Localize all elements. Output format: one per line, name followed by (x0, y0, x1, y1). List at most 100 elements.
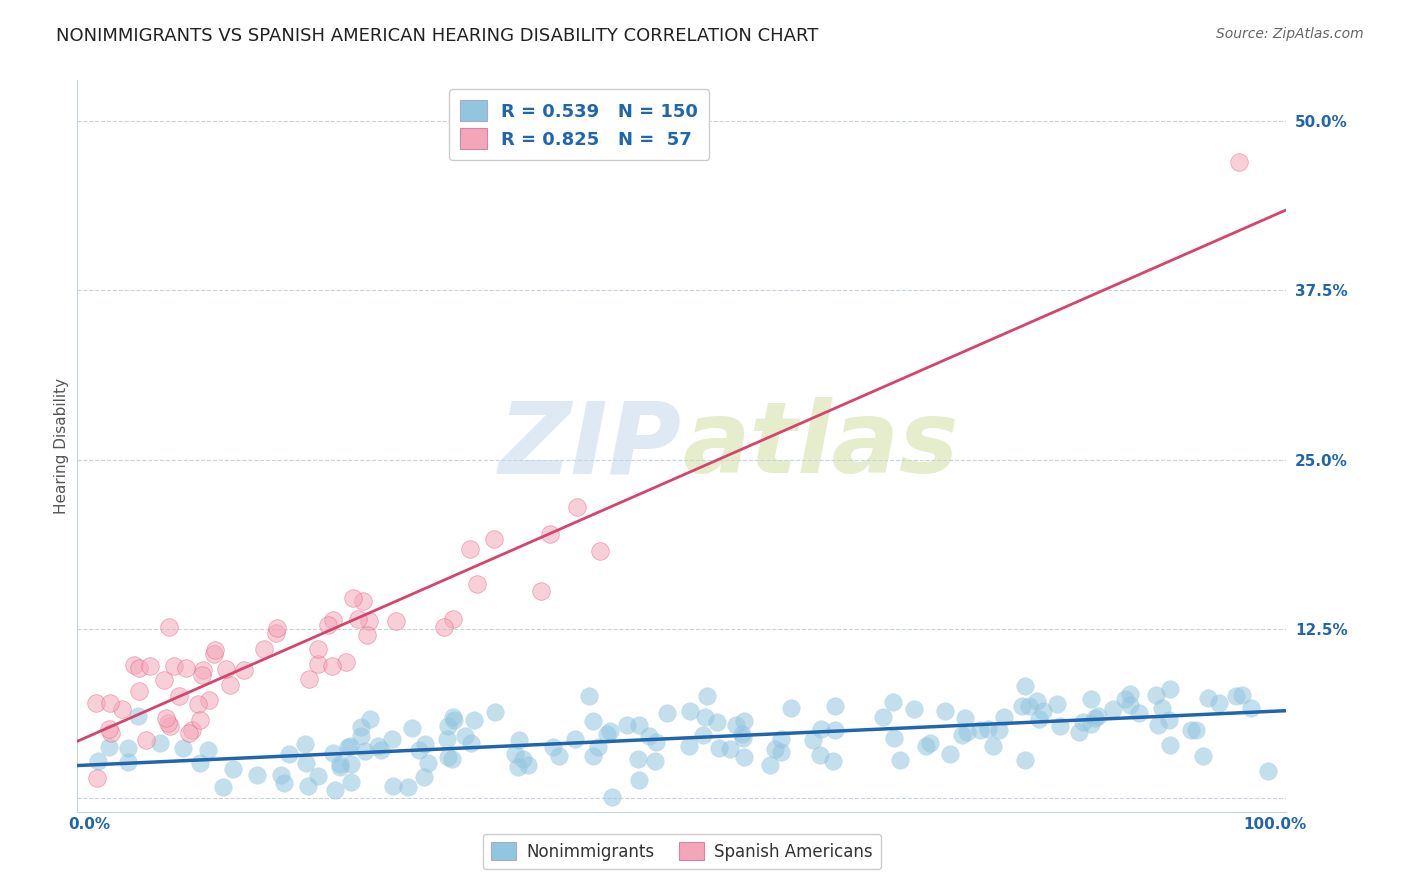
Point (188, 713, 211, 727)
Point (889, 753, 911, 767)
Point (122, 657, 145, 672)
Point (329, 760, 352, 774)
Point (322, 614, 344, 628)
Point (1197, 691, 1219, 706)
Point (157, 620, 180, 634)
Point (637, 730, 659, 744)
Point (413, 737, 436, 751)
Point (441, 752, 464, 766)
Point (759, 757, 782, 772)
Point (1071, 714, 1094, 729)
Point (197, 743, 219, 757)
Point (396, 780, 419, 794)
Point (602, 789, 624, 804)
Point (1144, 688, 1167, 702)
Point (135, 732, 157, 747)
Point (157, 716, 180, 731)
Point (1087, 708, 1109, 723)
Point (352, 594, 374, 608)
Text: NONIMMIGRANTS VS SPANISH AMERICAN HEARING DISABILITY CORRELATION CHART: NONIMMIGRANTS VS SPANISH AMERICAN HEARIN… (56, 27, 818, 45)
Point (307, 769, 329, 783)
Point (335, 655, 357, 669)
Point (246, 768, 269, 782)
Point (578, 690, 600, 704)
Point (329, 757, 352, 772)
Point (1014, 753, 1036, 767)
Point (801, 732, 824, 747)
Point (1118, 698, 1140, 712)
Point (204, 643, 226, 657)
Point (294, 737, 316, 751)
Text: atlas: atlas (682, 398, 959, 494)
Y-axis label: Hearing Disability: Hearing Disability (53, 378, 69, 514)
Point (706, 714, 728, 729)
Point (882, 695, 904, 709)
Point (384, 614, 406, 628)
Point (508, 733, 530, 747)
Point (367, 739, 389, 754)
Point (503, 747, 526, 761)
Point (707, 740, 730, 755)
Point (599, 724, 621, 739)
Point (1184, 723, 1206, 738)
Point (117, 740, 139, 755)
Point (342, 591, 364, 606)
Point (356, 628, 378, 642)
Point (824, 723, 846, 737)
Point (541, 739, 564, 754)
Point (564, 732, 586, 747)
Point (1067, 725, 1090, 739)
Point (1128, 706, 1150, 720)
Point (506, 760, 529, 774)
Point (718, 741, 741, 756)
Point (191, 664, 214, 678)
Text: Source: ZipAtlas.com: Source: ZipAtlas.com (1216, 27, 1364, 41)
Point (408, 743, 430, 757)
Legend: Nonimmigrants, Spanish Americans: Nonimmigrants, Spanish Americans (482, 834, 882, 869)
Point (724, 717, 747, 731)
Point (152, 673, 174, 687)
Point (266, 621, 288, 635)
Point (349, 729, 371, 743)
Point (780, 701, 803, 715)
Point (1225, 689, 1247, 703)
Point (437, 749, 460, 764)
Point (307, 641, 329, 656)
Point (903, 702, 925, 716)
Point (1018, 698, 1040, 713)
Point (657, 706, 679, 721)
Point (465, 577, 488, 591)
Point (872, 710, 894, 724)
Point (270, 768, 292, 782)
Point (149, 736, 172, 750)
Point (339, 739, 361, 753)
Point (810, 722, 832, 736)
Point (530, 583, 553, 598)
Point (188, 756, 211, 770)
Point (482, 532, 505, 546)
Point (1011, 698, 1033, 713)
Point (950, 727, 973, 741)
Point (179, 726, 201, 740)
Point (1114, 692, 1136, 706)
Point (993, 710, 1015, 724)
Point (588, 544, 610, 558)
Point (731, 731, 754, 746)
Point (98, 740, 121, 755)
Point (441, 710, 464, 724)
Point (1180, 723, 1202, 737)
Point (298, 672, 321, 686)
Point (202, 647, 225, 661)
Point (1102, 701, 1125, 715)
Point (127, 709, 149, 723)
Point (98, 722, 121, 736)
Point (198, 693, 221, 707)
Point (1014, 679, 1036, 693)
Point (252, 641, 274, 656)
Point (1080, 691, 1102, 706)
Point (350, 720, 373, 734)
Point (824, 698, 846, 713)
Point (1119, 687, 1142, 701)
Point (277, 747, 299, 761)
Point (1159, 681, 1181, 696)
